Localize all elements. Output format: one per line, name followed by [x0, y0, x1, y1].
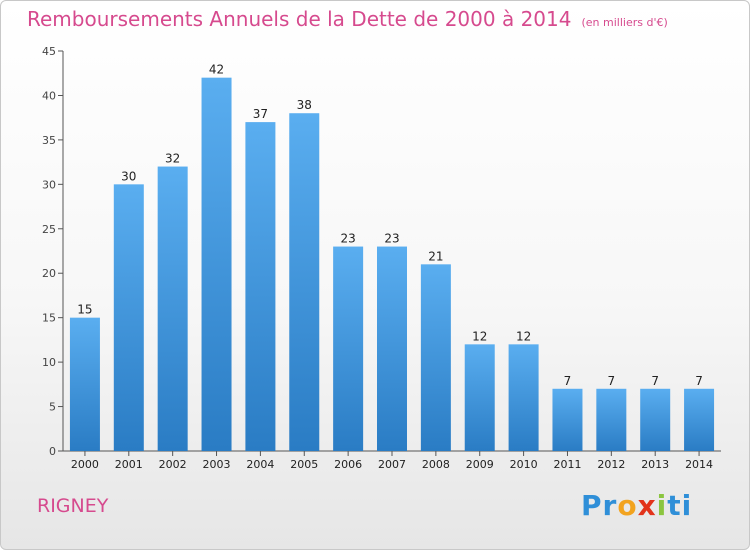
chart-title-text: Remboursements Annuels de la Dette de 20…: [27, 7, 572, 31]
y-tick-label: 35: [42, 134, 56, 147]
x-tick-label: 2011: [553, 458, 581, 471]
y-tick-label: 40: [42, 89, 56, 102]
x-tick-label: 2013: [641, 458, 669, 471]
bar-value-label: 7: [695, 374, 703, 388]
bar-value-label: 32: [165, 152, 180, 166]
proxiti-logo: Proxiti: [581, 489, 692, 522]
bar: [69, 317, 100, 451]
logo-part-3: x: [637, 489, 657, 522]
chart-subtitle: (en milliers d'€): [581, 16, 668, 29]
bar-value-label: 23: [384, 232, 399, 246]
bar-value-label: 38: [297, 98, 312, 112]
y-tick-label: 25: [42, 223, 56, 236]
bar: [113, 184, 144, 452]
logo-part-1: Pr: [581, 489, 618, 522]
bar: [245, 122, 276, 451]
y-tick-label: 45: [42, 45, 56, 58]
bar: [377, 246, 407, 451]
bar: [552, 388, 583, 451]
bar: [420, 264, 451, 451]
x-tick-label: 2004: [246, 458, 274, 471]
bar-value-label: 7: [608, 374, 616, 388]
x-tick-label: 2005: [290, 458, 318, 471]
x-tick-label: 2014: [685, 458, 713, 471]
logo-part-5: ti: [667, 489, 693, 522]
bar-value-label: 30: [121, 169, 136, 183]
bar: [684, 388, 715, 451]
bar: [157, 166, 188, 452]
x-tick-label: 2002: [159, 458, 187, 471]
bar-value-label: 37: [253, 107, 268, 121]
bar: [289, 113, 320, 451]
bar-value-label: 15: [77, 303, 92, 317]
commune-name: RIGNEY: [37, 495, 109, 517]
bar: [640, 388, 671, 451]
bar: [464, 344, 495, 451]
y-tick-label: 20: [42, 267, 56, 280]
x-tick-label: 2008: [422, 458, 450, 471]
y-tick-label: 15: [42, 312, 56, 325]
x-tick-label: 2001: [115, 458, 143, 471]
x-tick-label: 2010: [510, 458, 538, 471]
bar: [596, 388, 627, 451]
bar: [508, 344, 539, 451]
bar: [201, 77, 232, 452]
bar-value-label: 12: [472, 329, 487, 343]
logo-part-4: i: [656, 489, 668, 522]
bar-value-label: 42: [209, 63, 224, 77]
bar-value-label: 23: [340, 232, 355, 246]
bar-value-label: 7: [564, 374, 572, 388]
logo-part-2: o: [617, 489, 638, 522]
x-tick-label: 2003: [203, 458, 231, 471]
chart-title: Remboursements Annuels de la Dette de 20…: [27, 7, 668, 31]
y-tick-label: 5: [49, 401, 56, 414]
x-tick-label: 2000: [71, 458, 99, 471]
bar-value-label: 21: [428, 249, 443, 263]
bar-value-label: 12: [516, 329, 531, 343]
x-tick-label: 2006: [334, 458, 362, 471]
y-tick-label: 10: [42, 356, 56, 369]
x-tick-label: 2012: [597, 458, 625, 471]
bar: [333, 246, 364, 451]
x-tick-label: 2009: [466, 458, 494, 471]
x-tick-label: 2007: [378, 458, 406, 471]
y-tick-label: 30: [42, 178, 56, 191]
y-tick-label: 0: [49, 445, 56, 458]
bar-value-label: 7: [651, 374, 659, 388]
